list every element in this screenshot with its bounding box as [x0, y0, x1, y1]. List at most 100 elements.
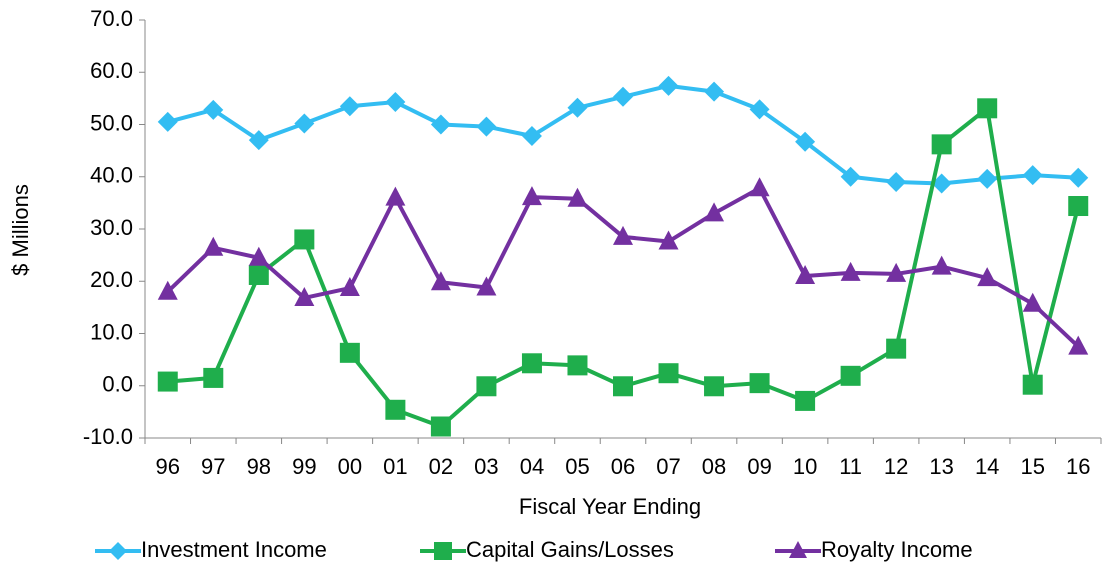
data-point	[385, 186, 406, 206]
data-point	[704, 376, 725, 397]
data-point	[795, 390, 816, 411]
x-axis-title: Fiscal Year Ending	[519, 494, 701, 519]
x-tick-label: 98	[247, 454, 271, 479]
data-point	[658, 363, 679, 384]
data-point	[977, 98, 998, 119]
data-point	[931, 173, 952, 194]
data-point	[476, 116, 497, 137]
data-point	[385, 399, 406, 420]
legend-label: Investment Income	[141, 537, 327, 562]
data-point	[613, 225, 633, 245]
data-point	[476, 376, 497, 397]
data-point	[1068, 196, 1089, 217]
data-point	[749, 177, 770, 197]
data-point	[613, 376, 633, 397]
x-tick-label: 03	[474, 454, 498, 479]
data-point	[977, 267, 998, 287]
legend-label: Capital Gains/Losses	[466, 537, 674, 562]
data-point	[1022, 374, 1043, 395]
x-tick-label: 00	[338, 454, 362, 479]
data-point	[567, 187, 588, 207]
data-point	[977, 168, 998, 189]
data-point	[840, 261, 861, 281]
data-point	[749, 373, 770, 394]
y-tick-label: -10.0	[83, 424, 133, 449]
data-point	[840, 166, 861, 187]
legend-label: Royalty Income	[821, 537, 973, 562]
x-tick-label: 08	[702, 454, 726, 479]
y-tick-label: 70.0	[90, 6, 133, 31]
x-tick-label: 01	[383, 454, 407, 479]
x-tick-label: 15	[1020, 454, 1044, 479]
data-point	[203, 367, 224, 388]
x-tick-label: 10	[793, 454, 817, 479]
data-point	[1022, 165, 1043, 186]
data-point	[157, 280, 178, 300]
data-point	[1068, 335, 1089, 355]
x-tick-label: 16	[1066, 454, 1090, 479]
x-tick-label: 06	[611, 454, 635, 479]
legend-marker	[434, 542, 452, 560]
data-point	[931, 134, 952, 155]
y-tick-label: 30.0	[90, 215, 133, 240]
data-point	[157, 371, 178, 392]
legend-marker	[109, 542, 127, 560]
x-tick-label: 97	[201, 454, 225, 479]
data-point	[521, 125, 542, 146]
y-tick-label: 20.0	[90, 267, 133, 292]
data-point	[248, 264, 269, 285]
y-tick-label: 10.0	[90, 319, 133, 344]
data-point	[339, 342, 360, 363]
data-point	[567, 355, 588, 376]
data-point	[430, 416, 451, 437]
y-axis-title: $ Millions	[8, 184, 33, 276]
data-point	[840, 365, 861, 386]
x-tick-label: 13	[929, 454, 953, 479]
data-point	[1022, 292, 1043, 312]
data-point	[613, 86, 633, 107]
data-point	[931, 255, 952, 275]
data-point	[1068, 167, 1089, 188]
data-point	[430, 114, 451, 135]
data-point	[476, 276, 497, 296]
x-tick-label: 14	[975, 454, 999, 479]
x-tick-label: 11	[839, 454, 862, 479]
y-tick-label: 40.0	[90, 163, 133, 188]
data-point	[658, 230, 679, 250]
data-point	[339, 277, 360, 297]
data-point	[294, 286, 315, 306]
data-point	[294, 229, 315, 250]
data-point	[886, 262, 907, 282]
data-point	[248, 246, 269, 266]
data-point	[704, 202, 725, 222]
data-point	[658, 75, 679, 96]
data-point	[704, 81, 725, 102]
x-tick-label: 96	[156, 454, 180, 479]
x-tick-label: 09	[747, 454, 771, 479]
data-point	[203, 236, 224, 256]
data-point	[521, 186, 542, 206]
data-point	[886, 171, 907, 192]
legend-marker	[789, 541, 807, 558]
x-tick-label: 04	[520, 454, 544, 479]
x-tick-label: 07	[656, 454, 680, 479]
data-point	[248, 130, 269, 151]
y-tick-label: 0.0	[102, 372, 133, 397]
data-point	[430, 271, 451, 291]
x-tick-label: 12	[884, 454, 908, 479]
x-tick-label: 99	[292, 454, 316, 479]
data-point	[339, 96, 360, 117]
data-point	[521, 353, 542, 374]
data-point	[294, 113, 315, 134]
data-point	[385, 92, 406, 113]
x-tick-label: 05	[565, 454, 589, 479]
data-point	[567, 97, 588, 118]
data-point	[749, 99, 770, 120]
y-tick-label: 60.0	[90, 58, 133, 83]
data-point	[886, 338, 907, 359]
y-tick-label: 50.0	[90, 110, 133, 135]
data-point	[157, 111, 178, 132]
data-point	[795, 131, 816, 152]
